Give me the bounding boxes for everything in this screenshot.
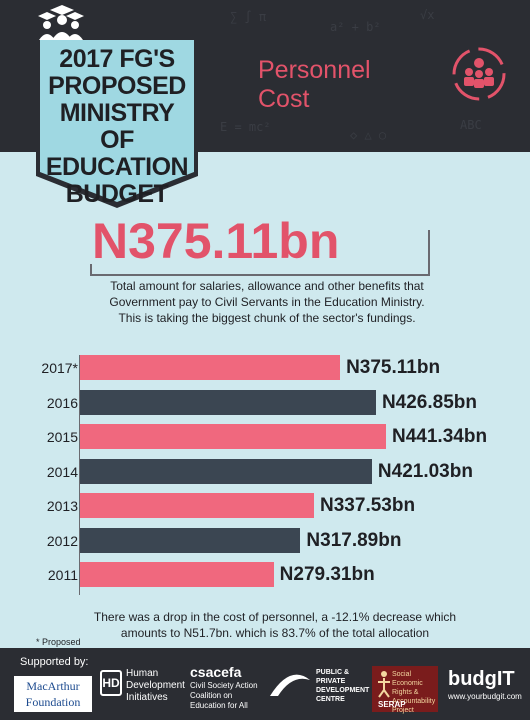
footer-sponsors: Supported by: MacArthur Foundation HD Hu…: [0, 648, 530, 720]
bar-2011: [80, 562, 274, 587]
people-group-icon: [452, 47, 506, 101]
supported-by-label: Supported by:: [20, 656, 89, 668]
title-badge: 2017 FG'S PROPOSED MINISTRY OF EDUCATION…: [36, 0, 198, 210]
bar-category-label: 2014: [46, 463, 78, 480]
badge-shape: [36, 0, 198, 208]
bar-2015: [80, 424, 386, 449]
bar-value-label: N375.11bn: [346, 357, 441, 378]
bar-category-label: 2011: [47, 567, 78, 583]
hdi-logo-mark: HD: [100, 670, 122, 696]
bar-category-label: 2013: [46, 498, 78, 514]
bracket-decoration-right: [428, 230, 430, 276]
bar-value-label: N426.85bn: [381, 391, 477, 413]
bar-category-label: 2017*: [41, 360, 78, 376]
csacefa-logo-title: csacefa: [190, 664, 242, 680]
bar-category-label: 2015: [46, 429, 78, 445]
bar-2012: [80, 527, 301, 553]
budgit-logo-title: budgIT: [448, 668, 515, 690]
bar-category-label: 2012: [46, 532, 78, 549]
hdi-logo-text: Human Development Initiatives: [126, 668, 185, 703]
ppdc-swoosh-icon: [270, 674, 310, 696]
bracket-decoration: [90, 264, 430, 276]
csacefa-logo-text: Civil Society Action Coalition on Educat…: [190, 681, 258, 710]
footnote-text: There was a drop in the cost of personne…: [93, 610, 457, 640]
bar-value-label: N279.31bn: [279, 564, 375, 585]
budgit-url: www.yourbudgit.com: [448, 692, 522, 701]
bar-value-label: N317.89bn: [306, 529, 402, 551]
chart-axis-line: [79, 355, 80, 595]
header-background-doodles: ∑ ∫ π a² + b² √x E = mc² ◇ △ ○ ABC: [220, 8, 482, 142]
macarthur-foundation-logo: MacArthur Foundation: [14, 676, 92, 712]
graduation-cap-icon: [38, 5, 84, 40]
section-title: Personnel Cost: [258, 56, 371, 113]
bar-value-label: N337.53bn: [320, 495, 416, 516]
serap-logo: Social Economic Rights & Accountability …: [372, 666, 438, 714]
total-amount: N375.11bn: [92, 213, 340, 269]
badge-title: 2017 FG'S PROPOSED MINISTRY OF EDUCATION…: [45, 45, 189, 208]
ppdc-logo-text: PUBLIC & PRIVATE DEVELOPMENT CENTRE: [316, 669, 370, 703]
bar-category-label: 2016: [46, 394, 78, 411]
bar-value-label: N441.34bn: [392, 426, 488, 447]
serap-figure-icon: [378, 671, 390, 698]
serap-logo-name: SERAP: [378, 700, 406, 709]
bar-2013: [80, 493, 315, 518]
total-description: Total amount for salaries, allowance and…: [109, 279, 425, 325]
proposed-note: * Proposed: [36, 637, 81, 647]
bar-2014: [80, 458, 372, 484]
bar-2016: [80, 389, 376, 415]
bar-2017: [80, 355, 341, 380]
personnel-cost-bar-chart: 2017* N375.11bn 2016 N426.85bn 2015 N441.34bn…: [0, 350, 530, 595]
bar-value-label: N421.03bn: [377, 460, 473, 482]
